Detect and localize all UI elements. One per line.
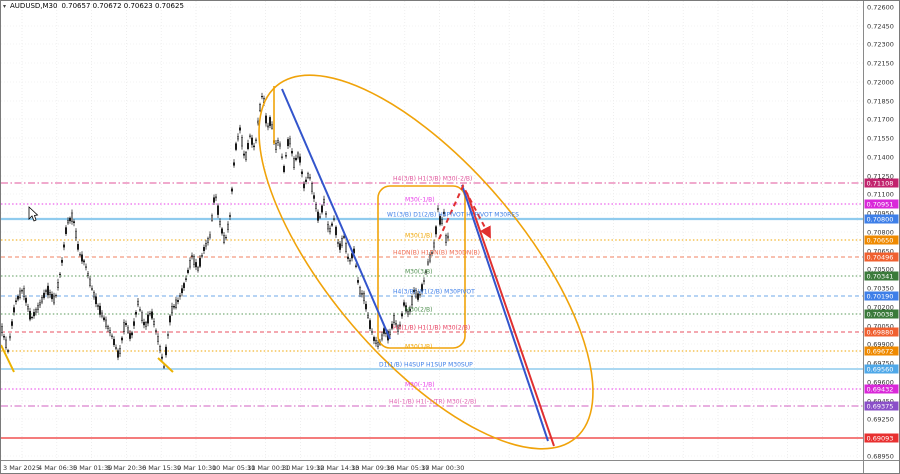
- svg-text:4 Mar 06:30: 4 Mar 06:30: [38, 464, 77, 472]
- zigzag-mark[interactable]: [1, 344, 15, 373]
- projection-arrow[interactable]: [438, 183, 491, 240]
- chart-title: ▾ AUDUSD,M30 0.70657 0.70672 0.70623 0.7…: [3, 2, 184, 11]
- svg-text:5 Mar 01:30: 5 Mar 01:30: [73, 464, 112, 472]
- zigzag-mark[interactable]: [157, 357, 174, 373]
- svg-text:0.70951: 0.70951: [867, 201, 894, 209]
- grid: [1, 1, 863, 460]
- svg-text:H4(3/B) H1(3/B) M30(-2/B): H4(3/B) H1(3/B) M30(-2/B): [393, 176, 472, 183]
- svg-text:M30(-1/B): M30(-1/B): [405, 382, 435, 389]
- svg-text:0.71850: 0.71850: [867, 98, 894, 106]
- svg-text:0.69900: 0.69900: [867, 341, 894, 349]
- svg-text:0.71700: 0.71700: [867, 116, 894, 124]
- symbol-period-label: AUDUSD,M30: [10, 2, 58, 10]
- chart-drawings: [1, 23, 649, 473]
- level-labels: H4(3/B) H1(3/B) M30(-2/B) M30(-1/B) W1(3/B…: [379, 176, 519, 406]
- svg-text:0.72150: 0.72150: [867, 60, 894, 68]
- svg-text:M30(2/B): M30(2/B): [405, 307, 432, 314]
- svg-text:0.72000: 0.72000: [867, 79, 894, 87]
- svg-text:0.71400: 0.71400: [867, 154, 894, 162]
- svg-text:W1(3/B) D1(2/B) H4PIVOT H1PIVO: W1(3/B) D1(2/B) H4PIVOT H1PIVOT M30RES: [387, 212, 519, 219]
- price-levels: [1, 182, 863, 439]
- trend-right-blue-trendline[interactable]: [461, 184, 549, 442]
- svg-text:H4(3/B) W1(2/B) M30PIVOT: H4(3/B) W1(2/B) M30PIVOT: [393, 289, 475, 296]
- price-badges: 0.711080.709510.708000.706500.704960.703…: [864, 178, 899, 443]
- svg-text:5 Mar 20:30: 5 Mar 20:30: [107, 464, 146, 472]
- ohlc-values: 0.70657 0.70672 0.70623 0.70625: [61, 2, 184, 10]
- svg-text:3 Mar 2025: 3 Mar 2025: [3, 464, 40, 472]
- svg-text:0.70038: 0.70038: [867, 311, 894, 319]
- svg-text:0.70500: 0.70500: [867, 266, 894, 274]
- svg-text:10 Mar 05:30: 10 Mar 05:30: [212, 464, 255, 472]
- svg-text:0.69250: 0.69250: [867, 416, 894, 424]
- svg-text:M30(1/B): M30(1/B): [405, 233, 432, 240]
- svg-text:H4DN(B) H1DN(B) M30DN(B): H4DN(B) H1DN(B) M30DN(B): [393, 250, 480, 257]
- svg-text:0.72600: 0.72600: [867, 4, 894, 12]
- trend-down-blue-trendline[interactable]: [281, 88, 391, 340]
- svg-text:0.70200: 0.70200: [867, 304, 894, 312]
- rounded-box-object[interactable]: [377, 185, 466, 349]
- svg-text:0.70650: 0.70650: [867, 248, 894, 256]
- trend-right-red-trendline[interactable]: [466, 192, 555, 447]
- svg-text:0.69880: 0.69880: [867, 329, 894, 337]
- svg-text:0.69672: 0.69672: [867, 348, 894, 356]
- svg-text:0.69375: 0.69375: [867, 403, 894, 411]
- svg-text:0.70800: 0.70800: [867, 229, 894, 237]
- svg-text:M30(3/B): M30(3/B): [405, 269, 432, 276]
- svg-text:0.71108: 0.71108: [867, 180, 894, 188]
- svg-text:0.69560: 0.69560: [867, 366, 894, 374]
- svg-text:0.70496: 0.70496: [867, 254, 894, 262]
- svg-text:0.68950: 0.68950: [867, 453, 894, 461]
- svg-text:0.69093: 0.69093: [867, 435, 894, 443]
- svg-text:0.71250: 0.71250: [867, 173, 894, 181]
- svg-text:0.70650: 0.70650: [867, 237, 894, 245]
- svg-text:0.70341: 0.70341: [867, 273, 894, 281]
- svg-text:17 Mar 00:30: 17 Mar 00:30: [421, 464, 464, 472]
- svg-text:11 Mar 19:30: 11 Mar 19:30: [281, 464, 324, 472]
- svg-text:11 Mar 00:30: 11 Mar 00:30: [247, 464, 290, 472]
- candlestick-series: [1, 92, 449, 370]
- svg-text:M30(-1/B): M30(-1/B): [405, 197, 435, 204]
- svg-text:0.72450: 0.72450: [867, 23, 894, 31]
- ellipse-object[interactable]: [202, 23, 649, 473]
- svg-text:12 Mar 14:30: 12 Mar 14:30: [316, 464, 359, 472]
- svg-text:0.70050: 0.70050: [867, 323, 894, 331]
- symbol-triangle-icon[interactable]: ▾: [3, 3, 7, 10]
- svg-text:0.69432: 0.69432: [867, 386, 894, 394]
- svg-text:0.71100: 0.71100: [867, 191, 894, 199]
- svg-text:M30(1/B): M30(1/B): [405, 344, 432, 351]
- mouse-cursor: [28, 206, 39, 222]
- svg-text:0.72300: 0.72300: [867, 41, 894, 49]
- svg-text:6 Mar 15:30: 6 Mar 15:30: [142, 464, 181, 472]
- svg-text:13 Mar 09:30: 13 Mar 09:30: [351, 464, 394, 472]
- svg-text:D1(1/B) H4SUP H1SUP M30SUP: D1(1/B) H4SUP H1SUP M30SUP: [379, 362, 473, 369]
- svg-text:H4(1/B) H1(1/B) M30(2/B): H4(1/B) H1(1/B) M30(2/B): [393, 325, 470, 332]
- svg-text:9 Mar 10:30: 9 Mar 10:30: [177, 464, 216, 472]
- svg-text:16 Mar 05:30: 16 Mar 05:30: [386, 464, 429, 472]
- svg-text:0.70190: 0.70190: [867, 293, 894, 301]
- svg-text:0.70950: 0.70950: [867, 210, 894, 218]
- svg-text:0.70800: 0.70800: [867, 216, 894, 224]
- svg-text:0.71550: 0.71550: [867, 135, 894, 143]
- svg-text:0.70350: 0.70350: [867, 285, 894, 293]
- svg-text:H4(-1/B) H1(-1/TR) M30(-2/B): H4(-1/B) H1(-1/TR) M30(-2/B): [389, 399, 476, 406]
- svg-text:0.69600: 0.69600: [867, 379, 894, 387]
- svg-text:0.69750: 0.69750: [867, 360, 894, 368]
